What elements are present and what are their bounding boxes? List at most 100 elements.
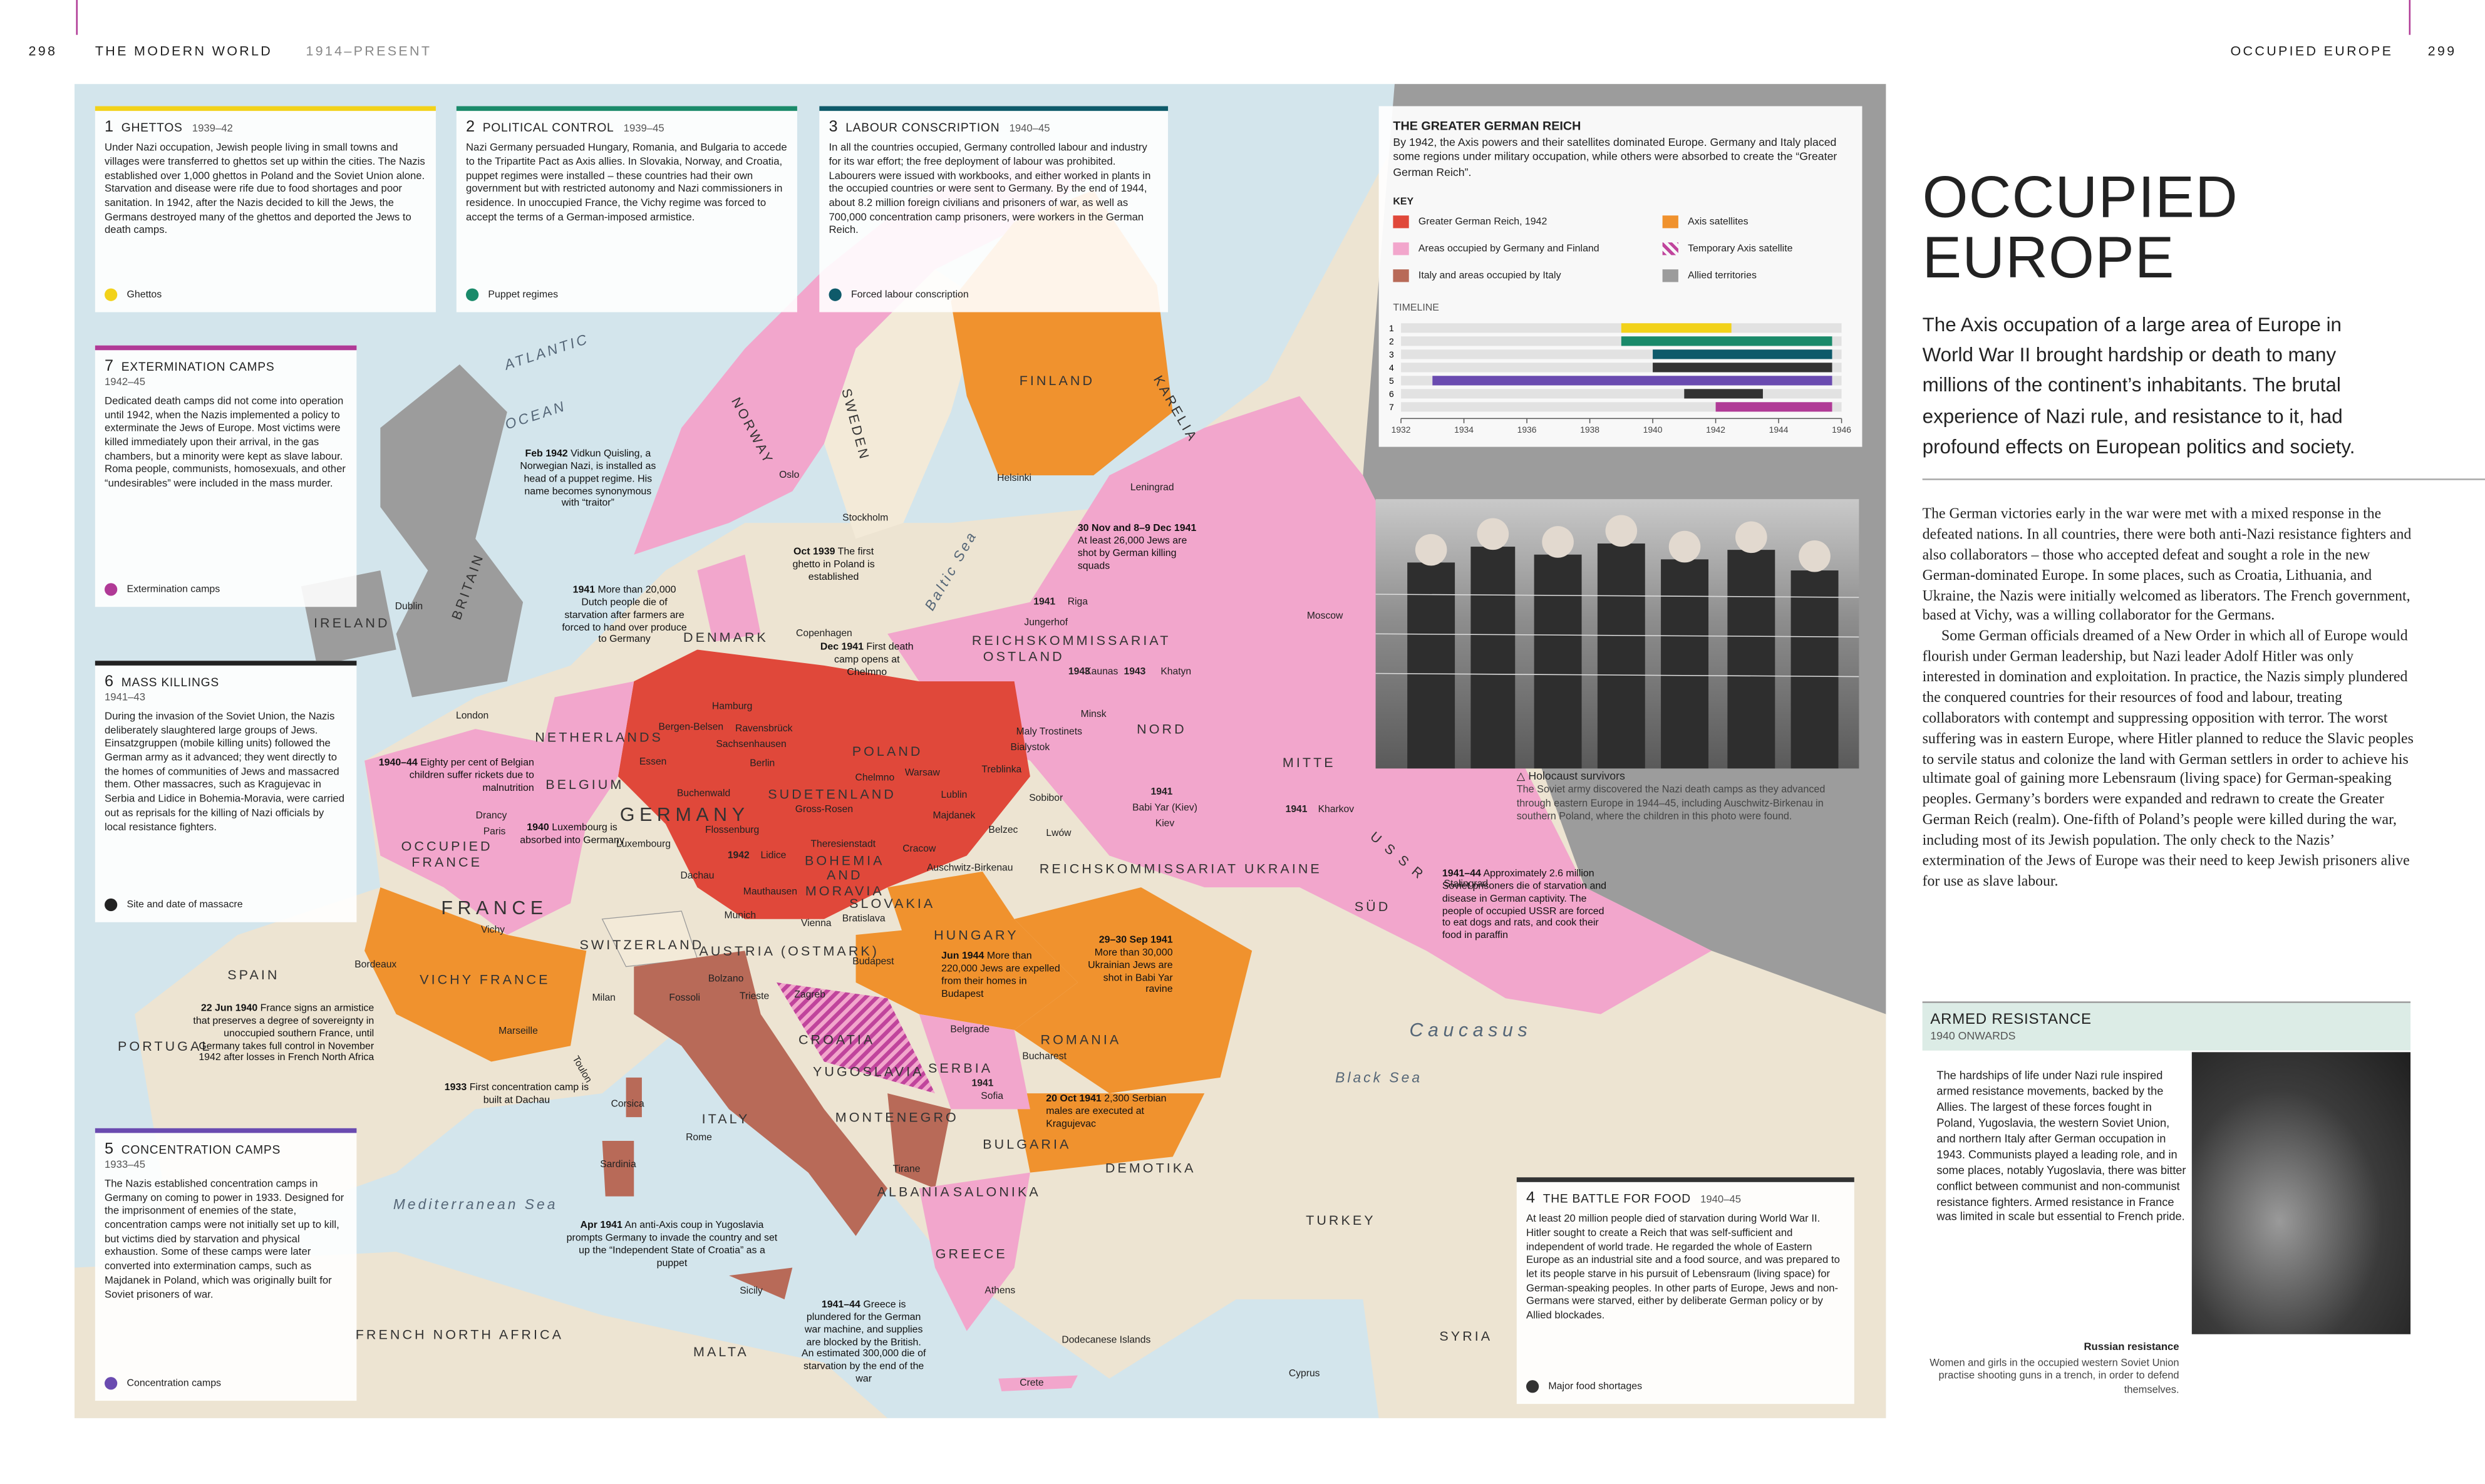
map-label: Tirane bbox=[892, 1163, 921, 1175]
map-label: Buchenwald bbox=[676, 788, 731, 800]
panel-dates: 1939–42 bbox=[192, 123, 233, 135]
annotation-text: More than 220,000 Jews are expelled from… bbox=[941, 951, 1060, 999]
timeline-bar bbox=[1715, 402, 1832, 412]
panel-text: During the invasion of the Soviet Union,… bbox=[105, 711, 345, 833]
annotation-text: Luxembourg is absorbed into Germany bbox=[520, 822, 624, 846]
annotation: Feb 1942 Vidkun Quisling, a Norwegian Na… bbox=[520, 448, 656, 510]
map-label: Crete bbox=[1020, 1378, 1044, 1389]
map-label: Auschwitz-Birkenau bbox=[926, 862, 1013, 874]
panel-number: 2 bbox=[465, 118, 475, 137]
map-label: DENMARK bbox=[683, 629, 768, 645]
timeline-label: TIMELINE bbox=[1393, 302, 1439, 314]
tick-label: 1936 bbox=[1517, 425, 1537, 435]
map-label: Bratislava bbox=[842, 913, 886, 925]
photo bbox=[2191, 1052, 2411, 1334]
panel-title: CONCENTRATION CAMPS bbox=[121, 1142, 281, 1157]
map-label: Gross-Rosen bbox=[795, 804, 854, 815]
annotation-date: Jun 1944 bbox=[941, 951, 984, 962]
caption-title-text: Holocaust survivors bbox=[1528, 771, 1625, 783]
key-item: Areas occupied by Germany and Finland bbox=[1393, 242, 1599, 255]
map-label: Vichy bbox=[481, 924, 505, 936]
key-label: Extermination camps bbox=[127, 584, 220, 595]
map-label: Belgrade bbox=[950, 1024, 990, 1036]
annotation: 20 Oct 1941 2,300 Serbian males are exec… bbox=[1046, 1093, 1192, 1131]
caption-text: Women and girls in the occupied western … bbox=[1930, 1358, 2179, 1396]
map-label: 1942 bbox=[727, 850, 750, 862]
map-label: REICHSKOMMISSARIAT UKRAINE bbox=[1039, 860, 1322, 877]
region bbox=[824, 269, 983, 539]
map-label: VICHY FRANCE bbox=[420, 971, 550, 987]
map-label: Drancy bbox=[475, 810, 507, 822]
key-item: Italy and areas occupied by Italy bbox=[1393, 269, 1561, 282]
panel-heading: 5 CONCENTRATION CAMPS 1933–45 bbox=[105, 1140, 347, 1174]
map-label: 1941 bbox=[971, 1078, 994, 1090]
photo-art bbox=[1375, 515, 1859, 769]
map-label: Marseille bbox=[499, 1026, 538, 1038]
region bbox=[364, 887, 587, 1062]
annotation-date: Feb 1942 bbox=[525, 448, 568, 460]
annotation-text: First death camp opens at Chelmno bbox=[834, 641, 914, 678]
region bbox=[776, 982, 936, 1094]
tick-label: 1934 bbox=[1454, 425, 1474, 435]
info-panel: 3 LABOUR CONSCRIPTION 1940–45 In all the co… bbox=[819, 106, 1169, 312]
map-label: Theresienstadt bbox=[810, 838, 876, 850]
map-label: Bolzano bbox=[708, 974, 744, 985]
panel-dates: 1940–45 bbox=[1009, 123, 1050, 135]
map-label: Black Sea bbox=[1335, 1069, 1423, 1086]
row-label: 1 bbox=[1389, 323, 1394, 333]
row-label: 7 bbox=[1389, 402, 1394, 412]
panel-key: Concentration camps bbox=[105, 1377, 221, 1391]
key-label: Italy and areas occupied by Italy bbox=[1418, 270, 1561, 282]
region bbox=[855, 919, 1078, 1030]
timeline-bar bbox=[1653, 349, 1832, 359]
map-label: PORTUGAL bbox=[118, 1038, 212, 1054]
annotation-date: 1933 bbox=[444, 1082, 467, 1094]
info-panel: 6 MASS KILLINGS 1941–43 During the invasion… bbox=[95, 661, 357, 922]
annotation-date: Dec 1941 bbox=[820, 641, 864, 653]
key-label: KEY bbox=[1393, 196, 1414, 208]
key-icon bbox=[105, 288, 118, 301]
map-label: Leningrad bbox=[1130, 482, 1174, 494]
box-dates: 1940 ONWARDS bbox=[1930, 1031, 2016, 1043]
panel-number: 5 bbox=[105, 1141, 114, 1158]
region bbox=[887, 1093, 951, 1188]
key-icon bbox=[465, 288, 479, 301]
map-label: 1943 bbox=[1124, 666, 1146, 678]
intro: The Axis occupation of a large area of E… bbox=[1922, 314, 2355, 458]
panel-text: Under Nazi occupation, Jewish people liv… bbox=[105, 143, 425, 237]
map-label: BELGIUM bbox=[545, 776, 624, 793]
panel-text: At least 20 million people died of starv… bbox=[1526, 1213, 1840, 1322]
photo bbox=[1375, 499, 1859, 769]
map-label: Berlin bbox=[750, 758, 775, 770]
panel-title: MASS KILLINGS bbox=[121, 675, 219, 689]
annotation: 22 Jun 1940 France signs an armistice th… bbox=[187, 1002, 374, 1065]
map-label: Oslo bbox=[779, 470, 800, 482]
annotation: 1940 Luxembourg is absorbed into Germany bbox=[520, 822, 624, 847]
panel-number: 7 bbox=[105, 358, 114, 376]
annotation-text: An anti-Axis coup in Yugoslavia prompts … bbox=[566, 1220, 778, 1269]
key-icon bbox=[1526, 1380, 1539, 1393]
annotation-date: 22 Jun 1940 bbox=[200, 1002, 258, 1014]
map-label: Bordeaux bbox=[354, 959, 397, 971]
key-item: Temporary Axis satellite bbox=[1662, 242, 1793, 255]
map-label: Rome bbox=[686, 1132, 712, 1143]
panel-title: LABOUR CONSCRIPTION bbox=[845, 120, 1000, 135]
map-label: Babi Yar (Kiev) bbox=[1132, 802, 1197, 814]
map-label: Sachsenhausen bbox=[716, 739, 787, 751]
annotation-text: More than 30,000 Ukrainian Jews are shot… bbox=[1088, 947, 1173, 996]
map-label: SPAIN bbox=[227, 966, 280, 982]
box-title: THE GREATER GERMAN REICH bbox=[1393, 118, 1581, 133]
annotation-text: Greece is plundered for the German war m… bbox=[801, 1299, 926, 1386]
key-label: Forced labour conscription bbox=[850, 289, 969, 301]
map-label: Moscow bbox=[1306, 611, 1343, 622]
region bbox=[919, 1172, 1030, 1331]
panel-dates: 1939–45 bbox=[623, 123, 664, 135]
caption-title: Russian resistance bbox=[2084, 1342, 2179, 1354]
map-label: Hamburg bbox=[711, 701, 753, 713]
region bbox=[919, 1014, 1030, 1110]
map-label: YUGOSLAVIA bbox=[812, 1063, 924, 1080]
map-label: BULGARIA bbox=[983, 1136, 1072, 1152]
panel-dates: 1942–45 bbox=[105, 377, 145, 389]
map-label: Cracow bbox=[902, 843, 936, 855]
